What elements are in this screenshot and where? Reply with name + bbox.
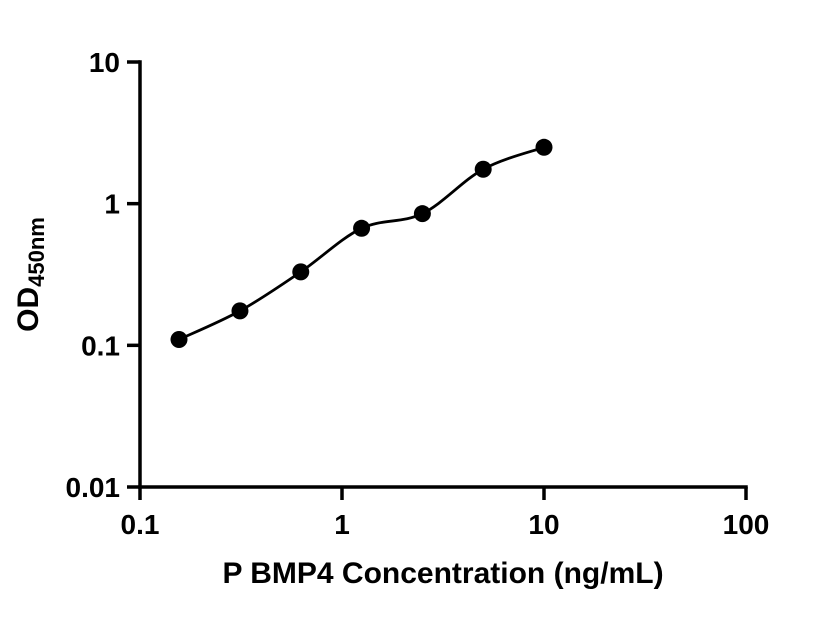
y-axis-title: OD450nm [12,217,49,332]
x-tick-label: 1 [334,509,350,540]
data-point [535,138,553,156]
data-point [292,263,310,281]
data-point [353,219,371,237]
x-tick-label: 10 [528,509,559,540]
data-point [231,302,249,320]
x-tick-label: 100 [723,509,770,540]
x-axis-title: P BMP4 Concentration (ng/mL) [222,557,663,590]
y-tick-label: 10 [89,47,120,78]
x-tick-label: 0.1 [121,509,160,540]
y-tick-label: 0.1 [81,330,120,361]
data-point [474,160,492,178]
y-tick-label: 0.01 [66,472,121,503]
data-point [170,330,188,348]
data-point [413,205,431,223]
y-tick-label: 1 [104,189,120,220]
